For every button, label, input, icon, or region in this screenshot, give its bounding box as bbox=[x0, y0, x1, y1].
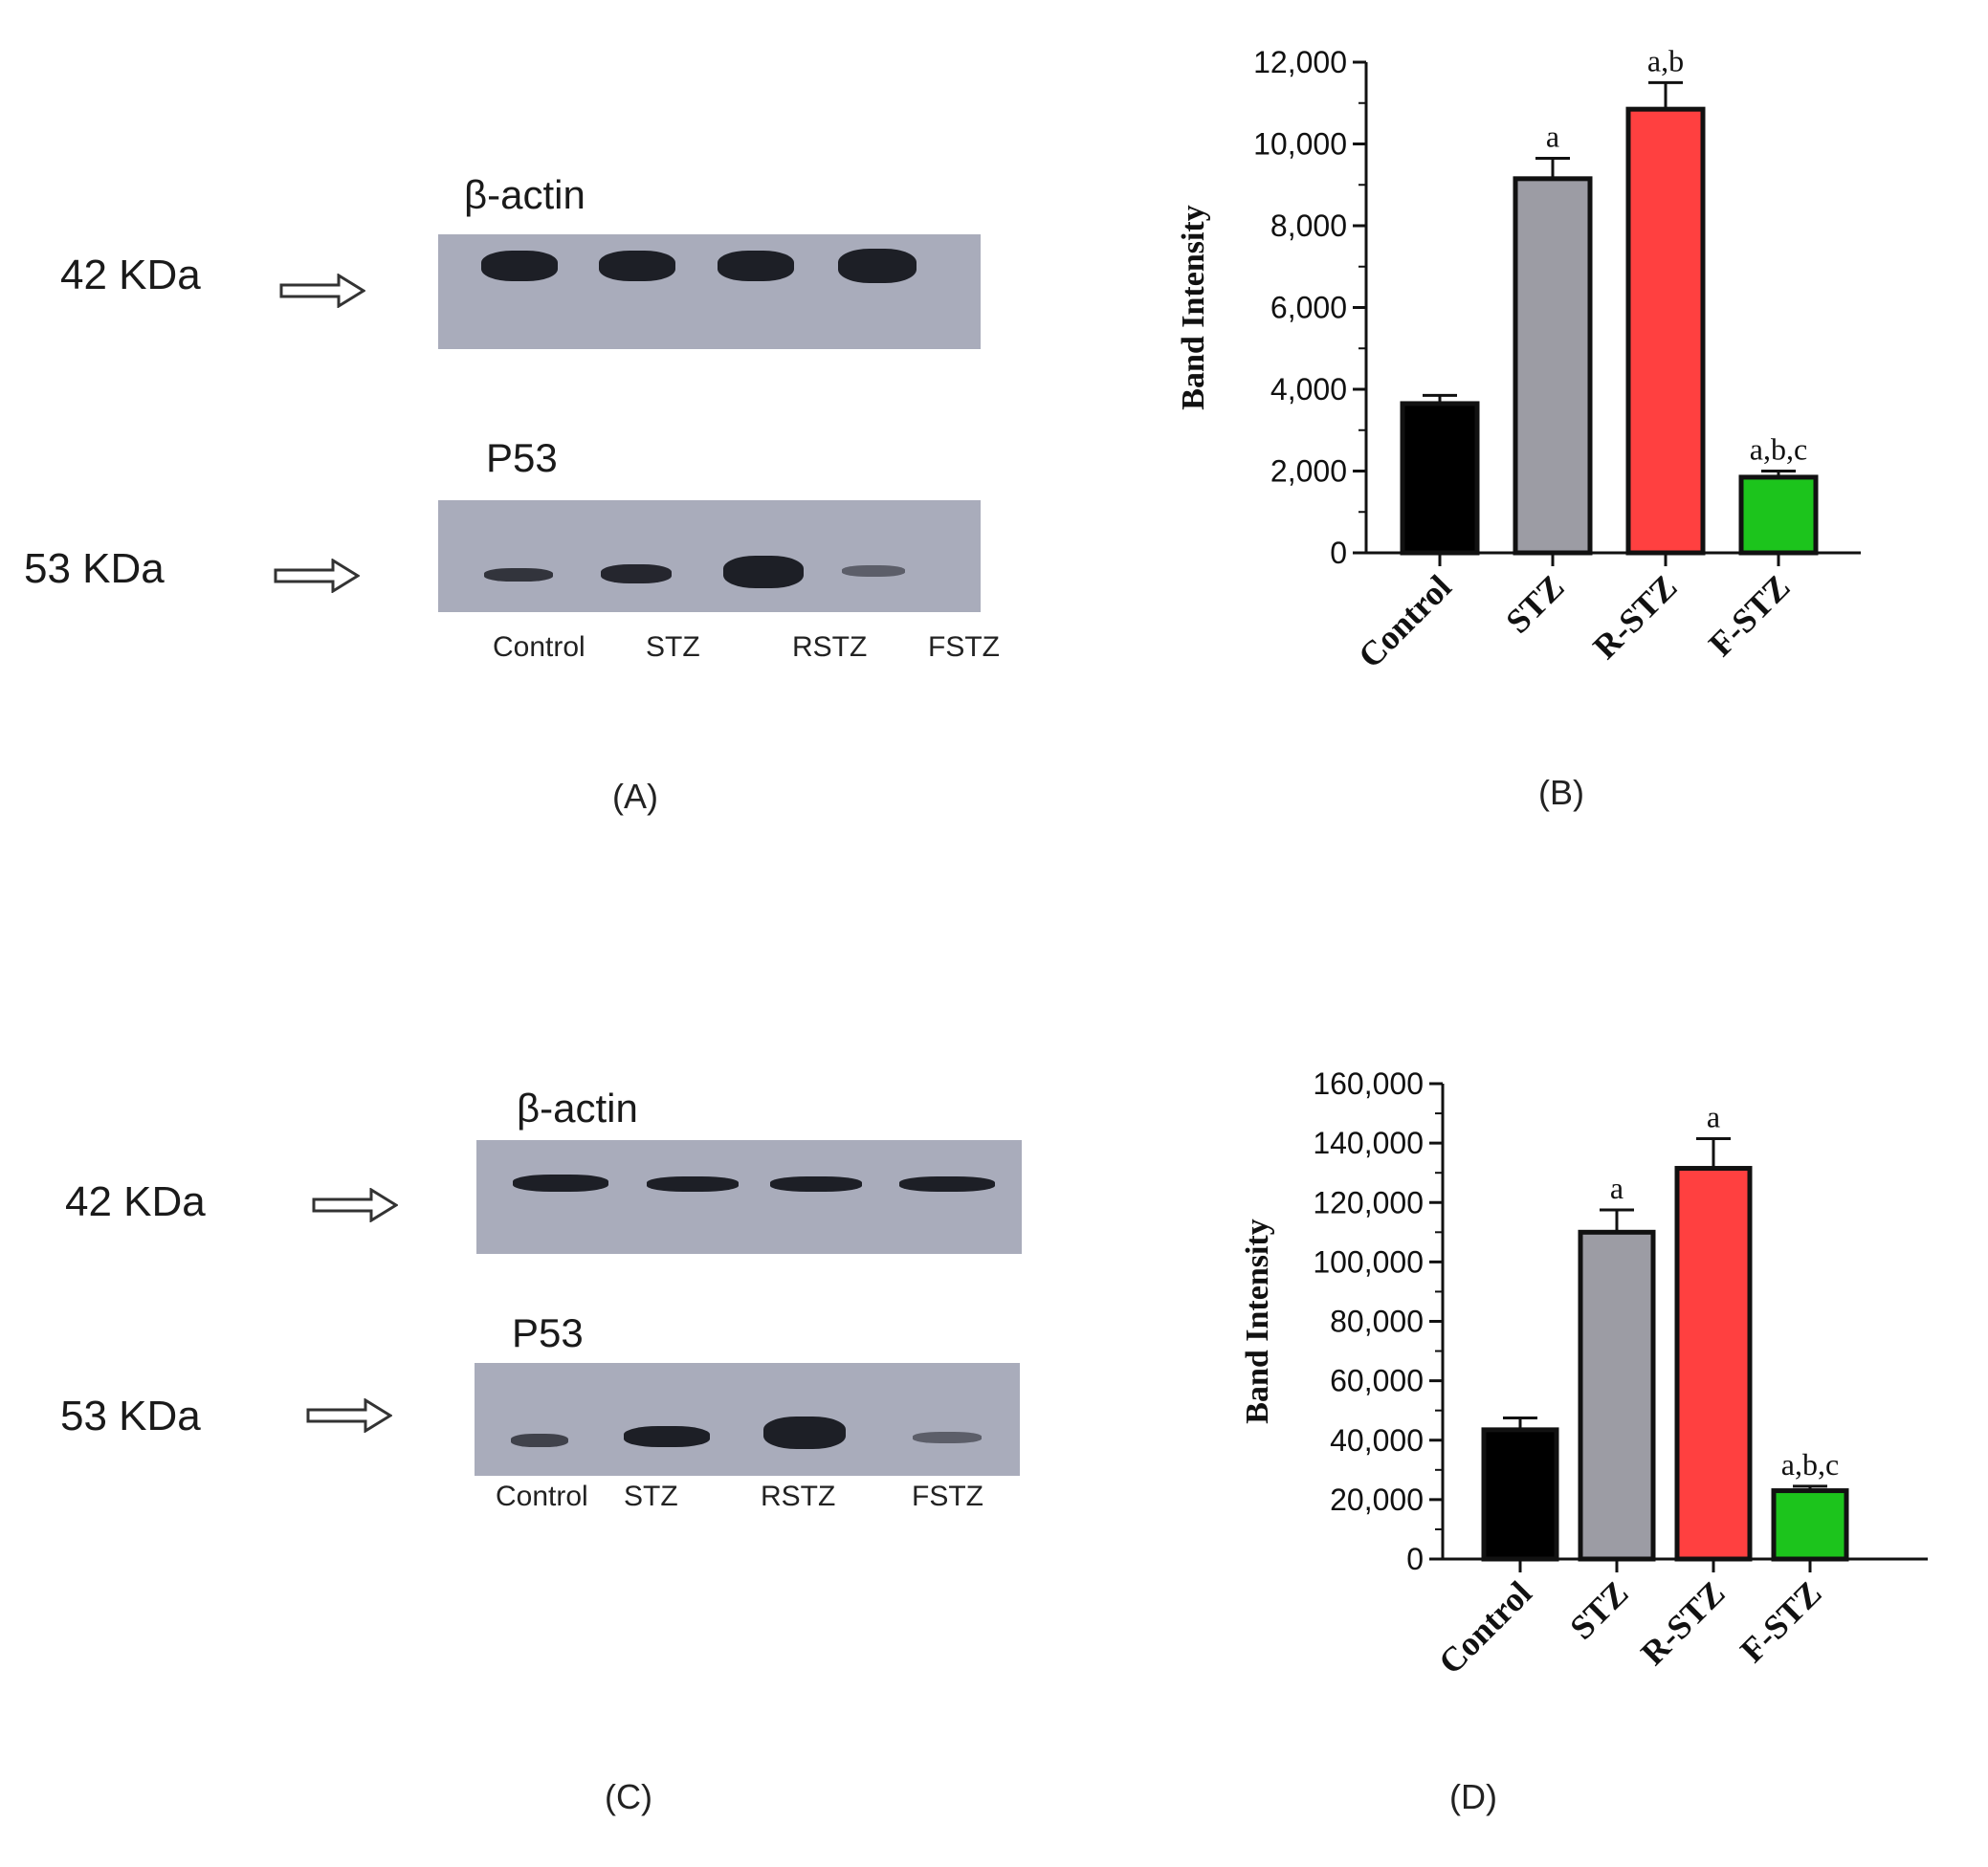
band bbox=[484, 568, 553, 582]
arrow-right-icon bbox=[274, 559, 360, 593]
category-label: Control bbox=[1431, 1573, 1539, 1681]
y-tick-label: 20,000 bbox=[1330, 1483, 1424, 1517]
y-tick-label: 10,000 bbox=[1253, 127, 1347, 162]
band bbox=[647, 1176, 739, 1192]
y-tick-label: 140,000 bbox=[1313, 1126, 1424, 1160]
band bbox=[599, 251, 675, 281]
band bbox=[624, 1426, 710, 1447]
lane-label: FSTZ bbox=[928, 631, 1000, 663]
band bbox=[718, 251, 794, 281]
y-tick-label: 40,000 bbox=[1330, 1423, 1424, 1458]
significance-label: a,b,c bbox=[1781, 1447, 1839, 1482]
significance-label: a,b bbox=[1647, 43, 1684, 77]
band bbox=[770, 1176, 862, 1192]
bar bbox=[1481, 1427, 1559, 1562]
band bbox=[481, 251, 558, 281]
band bbox=[838, 249, 917, 283]
significance-label: a bbox=[1546, 119, 1559, 153]
band bbox=[842, 565, 905, 577]
actin-blot-c bbox=[476, 1140, 1022, 1254]
p53-blot-c bbox=[475, 1363, 1020, 1476]
arrow-right-icon bbox=[312, 1188, 398, 1222]
significance-label: a bbox=[1610, 1171, 1624, 1205]
y-tick-label: 8,000 bbox=[1270, 209, 1347, 243]
actin-blot-a bbox=[438, 234, 981, 349]
category-label: R-STZ bbox=[1633, 1573, 1732, 1672]
lane-label: Control bbox=[493, 631, 585, 663]
band bbox=[899, 1176, 995, 1192]
actin-title-c: β-actin bbox=[517, 1086, 638, 1131]
y-tick-label: 0 bbox=[1406, 1542, 1424, 1576]
y-tick-label: 4,000 bbox=[1270, 372, 1347, 406]
band bbox=[601, 564, 672, 583]
y-tick-label: 0 bbox=[1330, 536, 1347, 570]
lane-label: STZ bbox=[646, 631, 700, 663]
panel-label-a: (A) bbox=[612, 777, 658, 816]
p53-title-c: P53 bbox=[512, 1310, 584, 1355]
lane-label: RSTZ bbox=[761, 1481, 836, 1512]
panel-label-c: (C) bbox=[605, 1777, 652, 1816]
y-axis-label: Band Intensity bbox=[1240, 1219, 1275, 1423]
band bbox=[511, 1434, 568, 1447]
band bbox=[513, 1175, 608, 1192]
y-tick-label: 12,000 bbox=[1253, 45, 1347, 79]
bar bbox=[1513, 176, 1593, 556]
bar bbox=[1674, 1166, 1753, 1562]
arrow-right-icon bbox=[306, 1398, 392, 1433]
y-axis-label: Band Intensity bbox=[1176, 205, 1211, 409]
significance-label: a bbox=[1707, 1099, 1720, 1133]
y-tick-label: 2,000 bbox=[1270, 454, 1347, 489]
actin-kda-c: 42 KDa bbox=[65, 1178, 206, 1225]
category-label: STZ bbox=[1562, 1573, 1635, 1646]
bar bbox=[1578, 1229, 1656, 1562]
band bbox=[913, 1432, 982, 1443]
bar bbox=[1771, 1488, 1849, 1562]
y-tick-label: 6,000 bbox=[1270, 291, 1347, 325]
lane-label: STZ bbox=[624, 1481, 678, 1512]
actin-title-a: β-actin bbox=[464, 172, 585, 217]
panel-label-b: (B) bbox=[1538, 773, 1584, 812]
actin-kda-a: 42 KDa bbox=[60, 252, 201, 298]
p53-title-a: P53 bbox=[486, 435, 558, 480]
band bbox=[723, 556, 804, 588]
y-tick-label: 100,000 bbox=[1313, 1244, 1424, 1279]
y-tick-label: 80,000 bbox=[1330, 1305, 1424, 1339]
y-tick-label: 120,000 bbox=[1313, 1185, 1424, 1219]
arrow-right-icon bbox=[279, 274, 365, 308]
lane-label: Control bbox=[496, 1481, 588, 1512]
y-tick-label: 160,000 bbox=[1313, 1066, 1424, 1101]
p53-kda-c: 53 KDa bbox=[60, 1393, 201, 1439]
lane-label: FSTZ bbox=[912, 1481, 983, 1512]
p53-blot-a bbox=[438, 500, 981, 612]
p53-kda-a: 53 KDa bbox=[24, 545, 165, 592]
category-label: F-STZ bbox=[1733, 1573, 1828, 1669]
lane-label: RSTZ bbox=[792, 631, 868, 663]
band bbox=[763, 1417, 846, 1449]
significance-label: a,b,c bbox=[1750, 432, 1807, 467]
y-tick-label: 60,000 bbox=[1330, 1364, 1424, 1398]
panel-label-d: (D) bbox=[1449, 1777, 1497, 1816]
